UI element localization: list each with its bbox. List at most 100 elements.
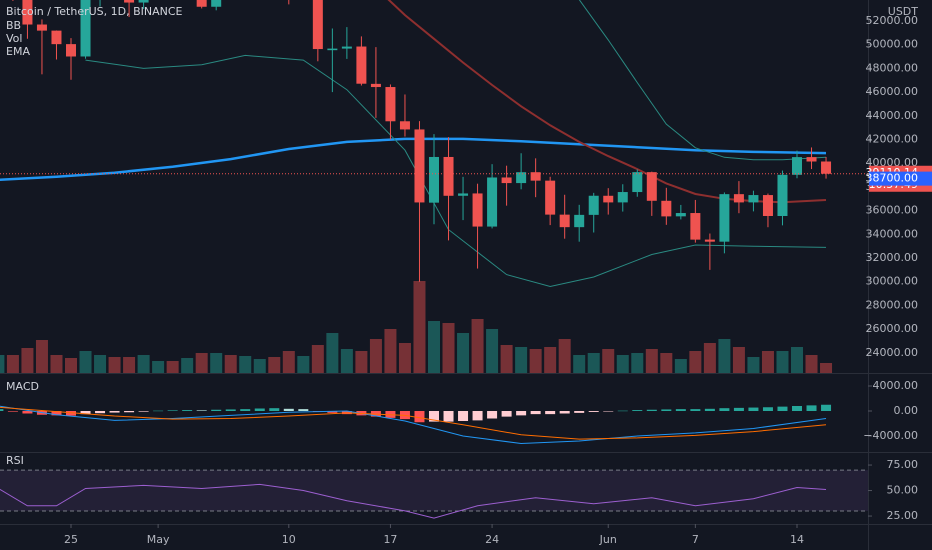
volume-bar	[369, 339, 382, 373]
macd-histogram-bar	[777, 406, 788, 411]
y-tick-label: 34000.00	[866, 227, 919, 240]
volume-bar	[195, 353, 208, 373]
macd-histogram-bar	[138, 411, 149, 412]
macd-histogram-bar	[458, 411, 469, 421]
macd-line	[0, 405, 827, 445]
x-tick-label: Jun	[599, 533, 617, 546]
candle-body	[574, 214, 585, 228]
macd-histogram-bar	[516, 411, 527, 416]
candle-body	[414, 129, 425, 203]
y-tick-label: 36000.00	[866, 204, 919, 217]
macd-histogram-bar	[487, 411, 498, 419]
volume-bar	[268, 357, 281, 373]
candle-body	[646, 172, 657, 201]
rsi-title: RSI	[6, 454, 24, 467]
volume-bar	[820, 363, 833, 373]
chart-title: Bitcoin / TetherUS, 1D, BINANCE	[6, 5, 183, 18]
volume-bar	[0, 355, 5, 373]
macd-histogram-bar	[661, 409, 672, 411]
volume-bar	[674, 359, 687, 373]
volume-bar	[732, 347, 745, 373]
candle-body	[748, 195, 759, 203]
volume-bar	[761, 351, 774, 373]
macd-histogram-bar	[704, 408, 715, 411]
volume-bar	[152, 361, 165, 373]
candle-body	[792, 157, 802, 175]
candle-body	[617, 192, 628, 203]
macd-histogram-bar	[588, 411, 599, 412]
macd-histogram-bar	[429, 411, 439, 422]
y-tick-label: −4000.00	[863, 429, 918, 442]
volume-bar	[486, 329, 499, 373]
volume-bar	[689, 351, 702, 373]
candle-body	[327, 48, 338, 51]
price-pane	[0, 0, 868, 373]
macd-histogram-bar	[719, 408, 730, 411]
volume-bar	[21, 348, 34, 373]
candle-body	[559, 214, 570, 228]
candle-body	[458, 193, 469, 196]
macd-histogram-bar	[545, 411, 556, 415]
volume-bar	[616, 355, 629, 373]
x-tick-label: 17	[383, 533, 397, 546]
indicator-label: EMA	[6, 45, 30, 58]
volume-bar	[65, 358, 77, 373]
candle-body	[312, 0, 323, 50]
y-tick-label: 50000.00	[866, 38, 919, 51]
x-tick-label: 10	[282, 533, 296, 546]
candle-body	[806, 157, 817, 162]
candle-body	[385, 87, 396, 122]
currency: USDT	[888, 5, 919, 18]
macd-pane	[0, 404, 832, 445]
volume-bar	[50, 355, 63, 373]
candle-body	[66, 44, 76, 57]
macd-histogram-bar	[66, 411, 76, 416]
macd-histogram-bar	[821, 404, 832, 411]
volume-bar	[94, 355, 107, 373]
candle-body	[124, 0, 135, 3]
candle-body	[370, 83, 381, 88]
volume-bar	[340, 349, 353, 373]
volume-bar	[137, 355, 150, 373]
y-tick-label: 24000.00	[866, 346, 919, 359]
signal-line	[0, 406, 827, 440]
x-tick-label: May	[147, 533, 170, 546]
x-tick-label: 25	[64, 533, 78, 546]
y-tick-label: 25.00	[887, 509, 919, 522]
volume-bar	[747, 357, 760, 373]
volume-bar	[558, 339, 571, 373]
candle-body	[733, 194, 744, 203]
candle-body	[138, 0, 149, 3]
volume-bar	[253, 359, 266, 373]
alert-label: 38700.00	[866, 172, 919, 185]
rsi-band	[0, 470, 868, 511]
rsi-line	[0, 483, 827, 519]
macd-histogram-bar	[225, 409, 236, 411]
volume-bar	[326, 333, 339, 373]
candle-body	[341, 46, 352, 49]
y-tick-label: 30000.00	[866, 275, 919, 288]
macd-histogram-bar	[472, 411, 483, 421]
macd-histogram-bar	[22, 411, 33, 414]
y-tick-label: 48000.00	[866, 61, 919, 74]
y-tick-label: 28000.00	[866, 298, 919, 311]
volume-bar	[529, 349, 542, 373]
macd-histogram-bar	[733, 407, 744, 411]
volume-bar	[645, 349, 658, 373]
y-tick-label: 50.00	[887, 484, 919, 497]
volume-bar	[297, 356, 310, 373]
volume-bar	[398, 343, 411, 373]
volume-bar	[311, 345, 324, 373]
macd-histogram-bar	[7, 411, 18, 412]
volume-bar	[413, 281, 426, 373]
candle-body	[777, 174, 788, 217]
candle-body	[211, 0, 222, 7]
volume-bar	[631, 353, 644, 373]
macd-histogram-bar	[0, 409, 4, 411]
candle-body	[196, 0, 207, 7]
volume-bar	[210, 353, 223, 373]
macd-histogram-bar	[109, 411, 120, 413]
